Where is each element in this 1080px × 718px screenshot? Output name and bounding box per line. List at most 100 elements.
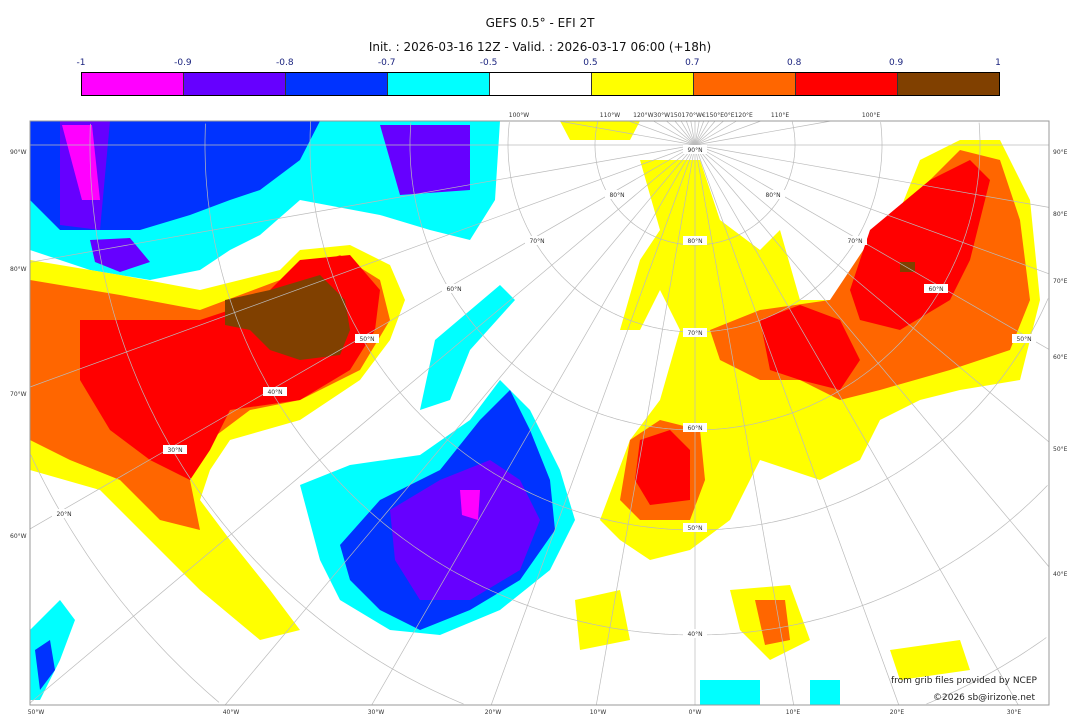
meridian-line <box>558 120 696 146</box>
colorbar <box>81 72 1000 96</box>
colorbar-segment <box>796 73 898 95</box>
warm-area <box>225 275 350 360</box>
graticule-label: 60°N <box>928 286 943 293</box>
warm-area <box>635 430 690 505</box>
meridian-line <box>628 120 696 146</box>
latitude-line <box>30 454 220 703</box>
graticule-label: 40°N <box>687 631 702 638</box>
label-background <box>843 236 867 245</box>
graticule-label: 110°E <box>771 112 789 119</box>
meridian-line <box>666 120 696 146</box>
cold-area <box>810 680 840 705</box>
graticule-label: 50°N <box>687 525 702 532</box>
graticule-label: 50°E <box>1053 446 1068 453</box>
graticule-label: 50°W <box>28 709 45 716</box>
graticule-label: 40°E <box>1053 571 1068 578</box>
cold-area <box>460 490 480 520</box>
meridian-line <box>595 144 696 706</box>
warm-area <box>890 640 970 680</box>
map-frame <box>29 120 1050 706</box>
warm-area <box>560 121 640 140</box>
colorbar-segment <box>82 73 184 95</box>
meridian-line <box>694 120 705 146</box>
chart-subtitle: Init. : 2026-03-16 12Z - Valid. : 2026-0… <box>368 40 712 54</box>
colorbar-tick: -0.7 <box>377 58 396 68</box>
cold-area <box>90 238 150 272</box>
label-background <box>761 190 785 199</box>
graticule-label: 10°E <box>786 709 801 716</box>
latitude-line <box>309 121 695 531</box>
latitude-line <box>409 122 695 431</box>
cold-area <box>390 460 540 600</box>
meridian-line <box>694 120 724 146</box>
meridian-line <box>694 144 1050 275</box>
meridian-line <box>685 120 696 146</box>
meridian-line <box>29 144 696 263</box>
colorbar-tick: -0.9 <box>174 58 192 68</box>
colorbar-segment <box>184 73 286 95</box>
graticule-label: 80°W <box>10 266 27 273</box>
colorbar-tick: 0.8 <box>787 58 802 68</box>
graticule-label: 50°N <box>359 336 374 343</box>
meridian-line <box>224 144 696 706</box>
colorbar-segment <box>490 73 592 95</box>
graticule-label: 80°N <box>765 192 780 199</box>
label-background <box>683 145 707 154</box>
meridian-line <box>653 120 696 146</box>
colorbar-tick: 1 <box>995 58 1001 68</box>
label-background <box>683 236 707 245</box>
colorbar-tick: 0.5 <box>583 58 598 68</box>
latitude-line <box>926 637 1047 705</box>
label-background <box>442 284 466 293</box>
meridian-line <box>29 144 696 388</box>
graticule-label: 120°W30°W150170°W€150°E0°E120°E <box>633 112 753 119</box>
cold-area <box>380 125 470 195</box>
graticule-label: 70°N <box>529 238 544 245</box>
cold-area <box>700 680 760 705</box>
meridian-line <box>694 120 737 146</box>
graticule-label: 60°W <box>10 533 27 540</box>
colorbar-tick: -0.8 <box>275 58 294 68</box>
graticule-label: 70°N <box>847 238 862 245</box>
graticule-label: 100°E <box>862 112 880 119</box>
graticule-label: 30°N <box>167 447 182 454</box>
copyright: ©2026 sb@irizone.net <box>933 693 1035 703</box>
meridian-line <box>694 144 1050 568</box>
graticule-label: 10°W <box>590 709 607 716</box>
graticule-label: 80°N <box>609 192 624 199</box>
meridian-line <box>694 144 795 706</box>
graticule-label: 60°E <box>1053 354 1068 361</box>
meridian-line <box>694 120 700 146</box>
cold-area <box>35 640 55 690</box>
graticule-label: 70°N <box>687 330 702 337</box>
cold-area <box>62 125 100 200</box>
meridian-line <box>490 144 696 706</box>
meridian-line <box>694 120 762 146</box>
label-background <box>1012 334 1036 343</box>
colorbar-segment <box>898 73 999 95</box>
meridian-line <box>694 120 716 146</box>
meridian-line <box>694 120 710 146</box>
label-background <box>924 284 948 293</box>
graticule-label: 30°E <box>1007 709 1022 716</box>
warm-area <box>850 160 990 330</box>
graticule-label: 80°E <box>1053 211 1068 218</box>
colorbar-segment <box>592 73 694 95</box>
graticule-label: 50°N <box>1016 336 1031 343</box>
colorbar-tick: 0.9 <box>888 58 904 68</box>
meridian-line <box>694 144 900 706</box>
graticule-label: 20°W <box>485 709 502 716</box>
label-background <box>525 236 549 245</box>
meridian-line <box>694 144 1019 706</box>
latitude-line <box>695 122 883 333</box>
graticule-label: 60°N <box>446 286 461 293</box>
colorbar-segment <box>286 73 388 95</box>
graticule-label: 20°N <box>56 511 71 518</box>
meridian-line <box>674 120 696 146</box>
graticule-label: 40°N <box>267 389 282 396</box>
meridian-line <box>371 144 696 706</box>
label-background <box>683 328 707 337</box>
warm-area <box>760 305 860 390</box>
latitude-line <box>594 121 695 246</box>
